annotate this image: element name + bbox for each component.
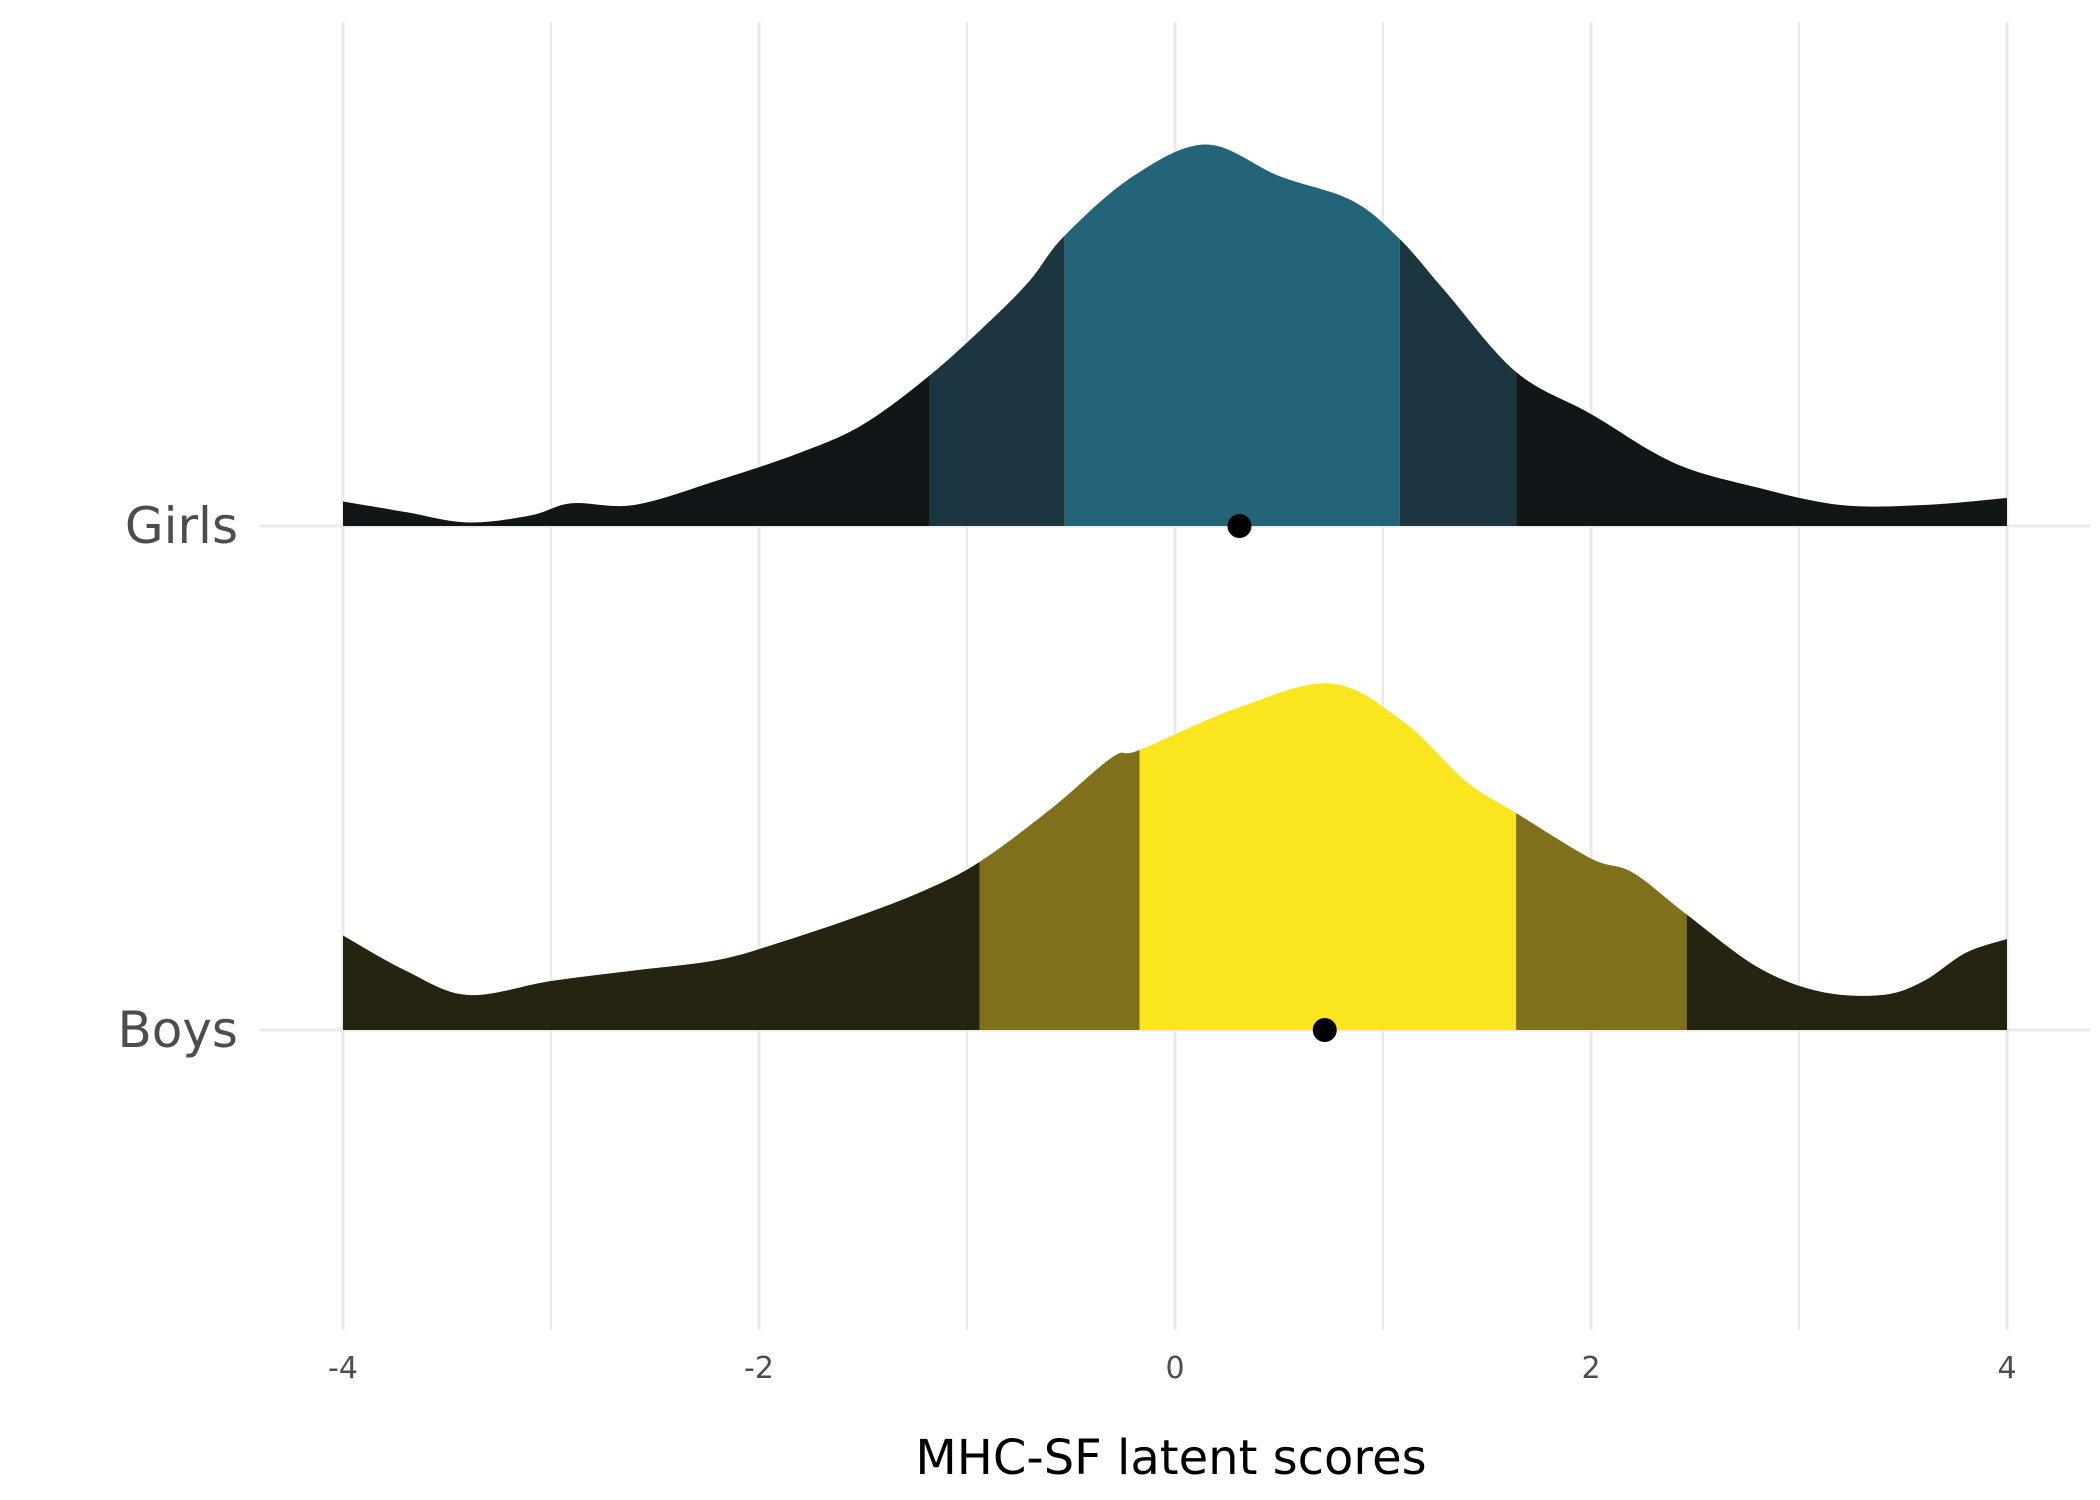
x-tick-label: 2: [1581, 1351, 1600, 1386]
x-tick-label: -2: [744, 1351, 774, 1386]
density-band-mid: [929, 144, 1065, 526]
y-axis-categories: Girls Boys: [117, 497, 238, 1059]
x-tick-label: 4: [1997, 1351, 2016, 1386]
x-tick-label: 0: [1165, 1351, 1184, 1386]
category-label: Boys: [117, 1001, 238, 1059]
density-band-outer: [343, 144, 930, 526]
category-label: Girls: [125, 497, 238, 555]
x-axis-title: MHC-SF latent scores: [915, 1430, 1426, 1486]
mean-point: [1312, 1018, 1337, 1042]
density-band-inner: [1064, 144, 1400, 526]
mean-point: [1227, 514, 1252, 538]
x-tick-label: -4: [328, 1351, 358, 1386]
x-axis-ticks: -4 -2 0 2 4: [328, 1351, 2017, 1386]
density-band-mid: [1399, 144, 1517, 526]
